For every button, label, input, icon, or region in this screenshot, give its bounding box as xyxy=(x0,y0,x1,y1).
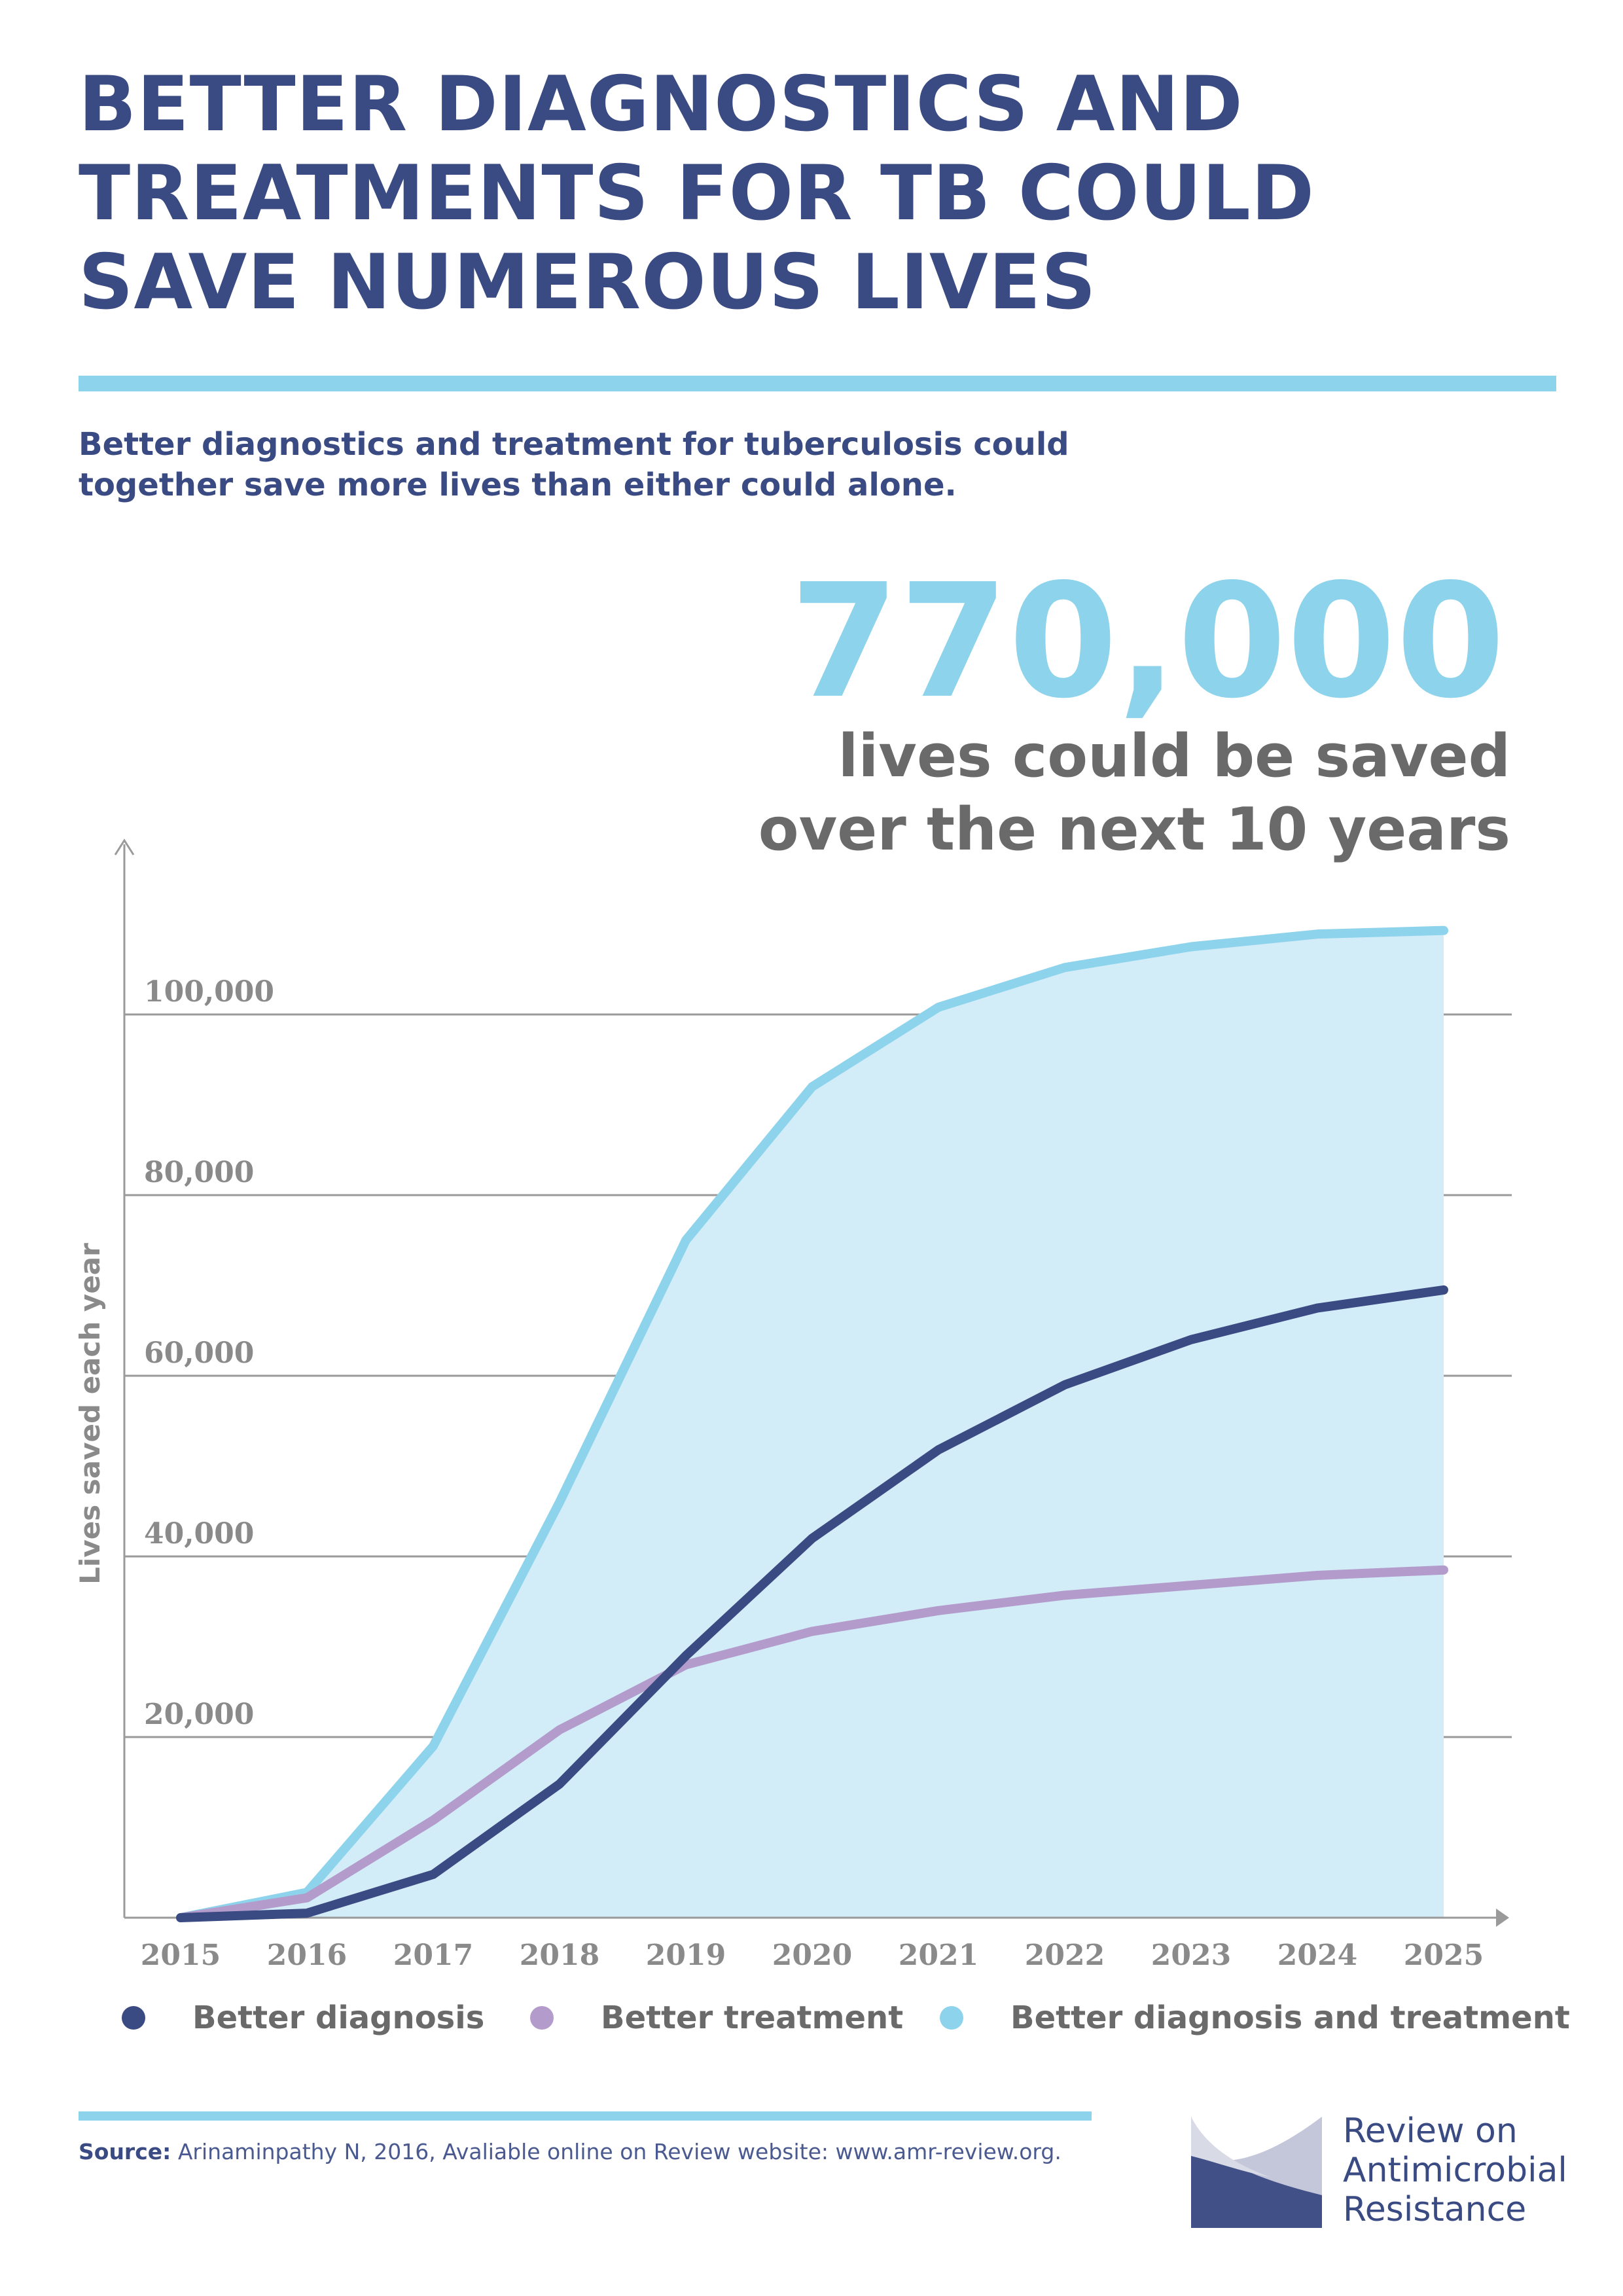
legend-dot-navy xyxy=(122,2006,145,2030)
page-subtitle: Better diagnostics and treatment for tub… xyxy=(79,426,1069,503)
x-tick-label: 2021 xyxy=(899,1939,978,1972)
source-text: Arinaminpathy N, 2016, Avaliable online … xyxy=(171,2139,1061,2164)
highlight-number: 770,000 xyxy=(789,550,1505,733)
x-tick-label: 2023 xyxy=(1151,1939,1231,1972)
x-tick-label: 2019 xyxy=(646,1939,726,1972)
label-layer: 20,000 40,000 60,000 80,000 100,000 2015 2016 2… xyxy=(74,975,1484,1972)
legend-item-better-diagnosis: Better diagnosis xyxy=(122,2000,484,2036)
legend-item-better-diagnosis-and-treatment: Better diagnosis and treatment xyxy=(940,2000,1570,2036)
logo-line3: Resistance xyxy=(1343,2190,1527,2229)
y-tick-label: 20,000 xyxy=(144,1698,254,1731)
x-tick-label: 2022 xyxy=(1025,1939,1105,1972)
source-label: Source: xyxy=(79,2139,171,2164)
page-title: BETTER DIAGNOSTICS AND TREATMENTS FOR TB… xyxy=(79,60,1315,327)
legend-item-better-treatment: Better treatment xyxy=(530,2000,903,2036)
legend-dot-light-blue xyxy=(940,2006,963,2030)
legend-label: Better treatment xyxy=(601,2000,904,2036)
x-axis-arrow-icon xyxy=(1496,1909,1509,1927)
logo-line1: Review on xyxy=(1343,2111,1518,2151)
y-tick-label: 40,000 xyxy=(144,1517,254,1551)
highlight-caption-line2: over the next 10 years xyxy=(758,795,1510,864)
y-tick-label: 80,000 xyxy=(144,1156,254,1189)
series-area-fill xyxy=(181,930,1444,1918)
legend-label: Better diagnosis xyxy=(192,2000,485,2036)
axis-layer xyxy=(114,838,1509,1927)
series-line-better-diagnosis xyxy=(176,1285,1448,1922)
x-tick-label: 2024 xyxy=(1277,1939,1357,1972)
y-axis-label: Lives saved each year xyxy=(74,1243,106,1585)
legend-dot-purple xyxy=(530,2006,554,2030)
y-tick-label: 60,000 xyxy=(144,1336,254,1370)
x-tick-label: 2025 xyxy=(1404,1939,1484,1972)
y-axis-arrow-icon xyxy=(114,838,135,855)
x-tick-label: 2018 xyxy=(520,1939,599,1972)
highlight-caption-line1: lives could be saved xyxy=(838,722,1510,791)
area-layer xyxy=(181,930,1444,1918)
x-tick-label: 2016 xyxy=(267,1939,347,1972)
source-divider xyxy=(79,2111,1092,2121)
series-line-better-diagnosis-and-treatment xyxy=(176,925,1448,1922)
highlight-caption: lives could be saved over the next 10 ye… xyxy=(660,720,1510,867)
source-citation: Source: Arinaminpathy N, 2016, Avaliable… xyxy=(79,2139,1061,2164)
x-tick-label: 2017 xyxy=(393,1939,473,1972)
title-divider xyxy=(79,376,1556,391)
chart-legend: Better diagnosis Better treatment Better… xyxy=(0,2000,1623,2052)
amr-logo-icon xyxy=(1191,2117,1322,2228)
line-layer xyxy=(176,925,1448,1922)
logo-line2: Antimicrobial xyxy=(1343,2151,1567,2190)
x-tick-label: 2020 xyxy=(772,1939,852,1972)
series-line-better-treatment xyxy=(176,1565,1448,1922)
legend-label: Better diagnosis and treatment xyxy=(1010,2000,1570,2036)
logo-wordmark: Review on Antimicrobial Resistance xyxy=(1343,2111,1567,2229)
y-tick-label: 100,000 xyxy=(144,975,274,1009)
x-tick-label: 2015 xyxy=(141,1939,221,1972)
